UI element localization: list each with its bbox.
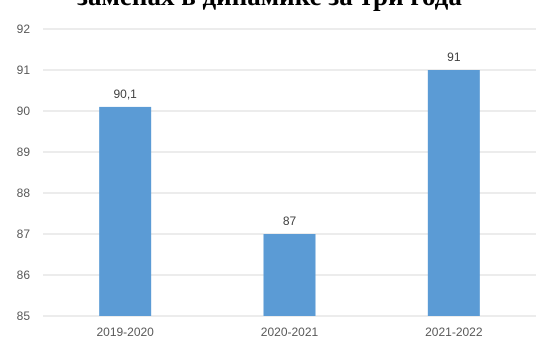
data-label: 91 bbox=[447, 50, 461, 64]
bar bbox=[263, 234, 316, 316]
y-tick-label: 85 bbox=[17, 309, 31, 323]
y-axis: 85 86 87 88 89 90 91 92 bbox=[17, 22, 31, 323]
bar bbox=[427, 70, 480, 316]
x-tick-label: 2021-2022 bbox=[425, 325, 483, 339]
chart-title-clip: заменах в динамике за три года bbox=[0, 0, 539, 12]
y-tick-label: 92 bbox=[17, 22, 31, 36]
data-label: 90,1 bbox=[113, 87, 137, 101]
bars bbox=[99, 70, 480, 317]
x-axis: 2019-2020 2020-2021 2021-2022 bbox=[96, 325, 482, 339]
y-tick-label: 89 bbox=[17, 145, 31, 159]
y-tick-label: 88 bbox=[17, 186, 31, 200]
y-tick-label: 86 bbox=[17, 268, 31, 282]
chart-title: заменах в динамике за три года bbox=[0, 0, 539, 12]
y-tick-label: 90 bbox=[17, 104, 31, 118]
x-tick-label: 2019-2020 bbox=[96, 325, 154, 339]
bar bbox=[99, 106, 152, 317]
data-label: 87 bbox=[283, 214, 297, 228]
y-tick-label: 87 bbox=[17, 227, 31, 241]
data-labels: 90,1 87 91 bbox=[113, 50, 460, 228]
y-tick-label: 91 bbox=[17, 63, 31, 77]
x-tick-label: 2020-2021 bbox=[261, 325, 319, 339]
